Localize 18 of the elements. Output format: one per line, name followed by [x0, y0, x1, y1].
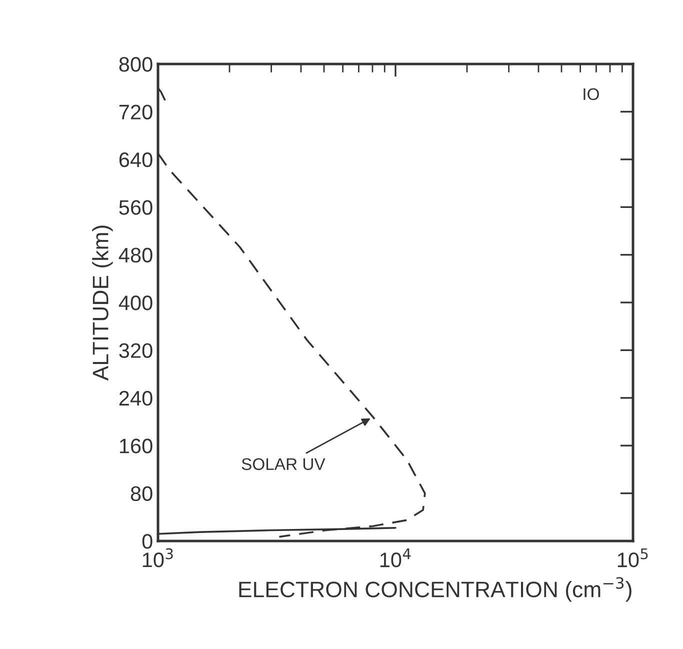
y-tick-label: 160: [120, 438, 152, 454]
y-tick-label: 80: [130, 486, 152, 502]
y-tick-label: 320: [119, 343, 152, 358]
y-tick-label: 400: [118, 296, 152, 310]
x-tick-label: 10$^{3}$: [142, 548, 173, 568]
x-axis-title: ELECTRON CONCENTRATION (cm$^{−3}$): [239, 577, 632, 602]
y-tick-label: 800: [119, 57, 152, 72]
x-tick-label: 10$^{5}$: [618, 548, 648, 568]
annotation: SOLAR UV: [242, 458, 326, 470]
y-tick-label: 560: [119, 200, 152, 215]
y-tick-label: 720: [119, 104, 152, 120]
y-tick-label: 480: [118, 248, 152, 263]
y-axis-title: ALTITUDE (km): [92, 226, 113, 381]
y-tick-label: 640: [119, 152, 152, 168]
x-tick-label: 10$^{4}$: [380, 548, 411, 568]
annotation: IO: [584, 88, 599, 100]
y-tick-label: 0: [142, 534, 152, 549]
y-tick-label: 240: [119, 390, 152, 406]
